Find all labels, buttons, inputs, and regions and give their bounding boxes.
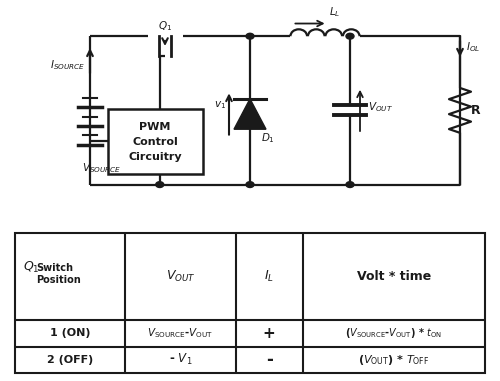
Text: $I_{SOURCE}$: $I_{SOURCE}$ <box>50 58 85 72</box>
Text: $Q_1$: $Q_1$ <box>158 19 172 33</box>
Text: $V_{OUT}$: $V_{OUT}$ <box>166 269 196 284</box>
Bar <box>108 109 202 174</box>
Circle shape <box>246 33 254 39</box>
Text: $L_L$: $L_L$ <box>330 5 340 19</box>
Text: 1 (ON): 1 (ON) <box>50 328 90 338</box>
Text: Control: Control <box>132 138 178 147</box>
Polygon shape <box>234 99 266 129</box>
Text: $V_{OUT}$: $V_{OUT}$ <box>368 100 392 114</box>
Circle shape <box>156 182 164 187</box>
Text: Switch: Switch <box>36 263 74 272</box>
Text: Circuitry: Circuitry <box>128 152 182 162</box>
Text: R: R <box>471 104 480 117</box>
Circle shape <box>346 182 354 187</box>
Text: $V_{SOURCE}$: $V_{SOURCE}$ <box>82 161 122 175</box>
Text: ($V_\mathrm{OUT}$) * $T_\mathrm{OFF}$: ($V_\mathrm{OUT}$) * $T_\mathrm{OFF}$ <box>358 353 430 367</box>
Text: Position: Position <box>36 275 81 285</box>
Text: $I_{OL}$: $I_{OL}$ <box>466 40 480 54</box>
Text: 2 (OFF): 2 (OFF) <box>47 355 93 365</box>
Text: Volt * time: Volt * time <box>357 270 431 283</box>
Text: $V_\mathrm{SOURCE}$-$V_\mathrm{OUT}$: $V_\mathrm{SOURCE}$-$V_\mathrm{OUT}$ <box>147 326 214 340</box>
Text: ($V_\mathrm{SOURCE}$-$V_\mathrm{OUT}$) * $t_\mathrm{ON}$: ($V_\mathrm{SOURCE}$-$V_\mathrm{OUT}$) *… <box>346 326 442 340</box>
Text: PWM: PWM <box>140 122 170 132</box>
Text: +: + <box>263 326 276 341</box>
Circle shape <box>346 33 354 39</box>
Text: $D_1$: $D_1$ <box>261 131 275 145</box>
Text: - $V_1$: - $V_1$ <box>168 352 192 367</box>
Text: $I_L$: $I_L$ <box>264 269 274 284</box>
Text: $v_1$: $v_1$ <box>214 99 226 111</box>
Circle shape <box>246 182 254 187</box>
Text: $Q_1$: $Q_1$ <box>24 260 40 275</box>
Text: -: - <box>266 351 272 369</box>
